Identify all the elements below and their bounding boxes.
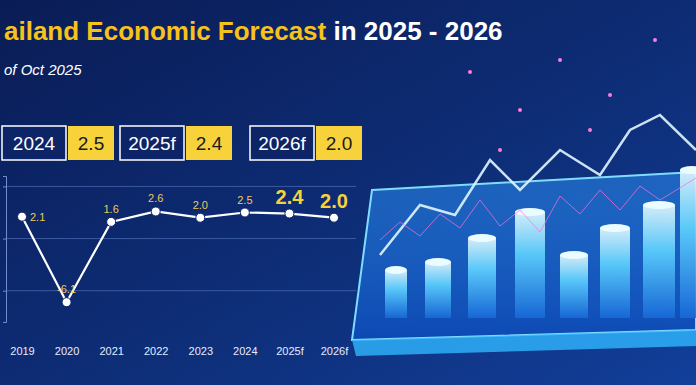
highlight-box: 2025f 2.4	[120, 126, 232, 160]
y-tick	[3, 186, 6, 187]
point	[196, 213, 205, 222]
box-value: 2.4	[196, 133, 223, 154]
decor-bar	[643, 205, 675, 318]
canvas: ailand Economic Forecast in 2025 - 2026 o…	[0, 0, 696, 385]
box-label: 2025f	[128, 133, 176, 154]
y-tick-mark	[3, 291, 6, 292]
box-value: 2.0	[326, 133, 352, 154]
decor-bar	[385, 270, 407, 318]
point	[240, 208, 249, 217]
platform	[352, 172, 696, 340]
background	[0, 0, 696, 385]
x-axis: 2019 2020 2021 2022 2023 2024 2025f 2026f	[10, 344, 349, 357]
decor-bar-top	[643, 201, 675, 209]
box-value-bg	[186, 126, 232, 160]
point	[330, 213, 339, 222]
x-tick-label: 2026f	[321, 345, 349, 357]
box-value: 2.5	[78, 133, 104, 154]
box-value-bg	[68, 126, 114, 160]
data-label: 1.6	[103, 203, 118, 215]
y-axis-line	[3, 177, 7, 323]
point	[18, 212, 27, 221]
x-tick: 2019	[10, 344, 34, 357]
decoration	[352, 38, 696, 356]
x-tick-label: 2023	[189, 345, 213, 357]
decor-bar	[600, 228, 630, 318]
x-tick-label: 2020	[55, 345, 79, 357]
y-axis	[3, 177, 7, 323]
decor-bar-top	[600, 224, 630, 232]
box-label-bg	[250, 126, 314, 160]
box-value-bg	[316, 126, 362, 160]
x-tick: 2021	[99, 344, 123, 357]
grid	[6, 186, 356, 290]
x-tick: 2023	[189, 344, 213, 357]
data-label: 2.6	[148, 192, 163, 204]
decor-dot	[498, 148, 502, 152]
subtitle: of Oct 2025	[4, 61, 82, 78]
line	[22, 211, 334, 302]
decor-bar-top	[515, 208, 545, 216]
data-label: 2.0	[320, 190, 348, 212]
y-tick-mark	[3, 186, 6, 187]
data-label: 2.4	[276, 186, 305, 208]
data-label: 2.0	[193, 199, 208, 211]
decor-bar	[680, 170, 696, 318]
data-label: -6.1	[57, 283, 76, 295]
decor-bar	[515, 212, 545, 318]
decor-dot	[608, 93, 612, 97]
point	[151, 207, 160, 216]
y-tick-mark	[3, 239, 6, 240]
data-labels: 2.1 -6.1 1.6 2.6 2.0 2.5 2.4 2.0	[30, 186, 348, 296]
decor-bar	[425, 262, 451, 318]
box-label-bg	[2, 126, 66, 160]
x-tick-label: 2025f	[276, 345, 304, 357]
grid-line	[6, 238, 356, 239]
decor-wave	[380, 178, 696, 240]
decor-dot	[558, 58, 562, 62]
x-tick-label: 2022	[144, 345, 168, 357]
decor-bar-top	[680, 166, 696, 174]
y-tick	[3, 239, 6, 240]
box-label-bg	[120, 126, 184, 160]
decor-trend	[380, 115, 696, 255]
grid-line	[6, 186, 356, 187]
data-label: 2.5	[237, 194, 252, 206]
highlight-box: 2026f 2.0	[250, 126, 362, 160]
decor-dot	[468, 70, 472, 74]
x-tick: 2024	[233, 344, 257, 357]
x-tick: 2022	[144, 344, 168, 357]
x-tick-label: 2024	[233, 345, 257, 357]
point	[285, 209, 294, 218]
decor-bar	[560, 255, 588, 318]
box-label: 2026f	[258, 133, 306, 154]
x-tick: 2026f	[321, 344, 349, 357]
y-tick	[3, 291, 6, 292]
title: ailand Economic Forecast in 2025 - 2026	[4, 16, 503, 46]
x-tick-label: 2021	[99, 345, 123, 357]
x-tick: 2020	[55, 344, 79, 357]
box-label: 2024	[13, 133, 56, 154]
point	[107, 217, 116, 226]
decor-dot	[588, 128, 592, 132]
decor-bar-top	[385, 266, 407, 274]
data-label: 2.1	[30, 211, 45, 223]
plot-area	[18, 207, 339, 307]
decor-bar-top	[425, 258, 451, 266]
decor-bar-top	[560, 251, 588, 259]
platform-edge	[352, 330, 696, 356]
x-tick: 2025f	[276, 344, 304, 357]
highlight-box: 2024 2.5	[2, 126, 114, 160]
decor-bar-top	[468, 234, 496, 242]
decor-dot	[653, 38, 657, 42]
x-tick-label: 2019	[10, 345, 34, 357]
decor-dot	[518, 108, 522, 112]
point	[62, 298, 71, 307]
decor-bar	[468, 238, 496, 318]
